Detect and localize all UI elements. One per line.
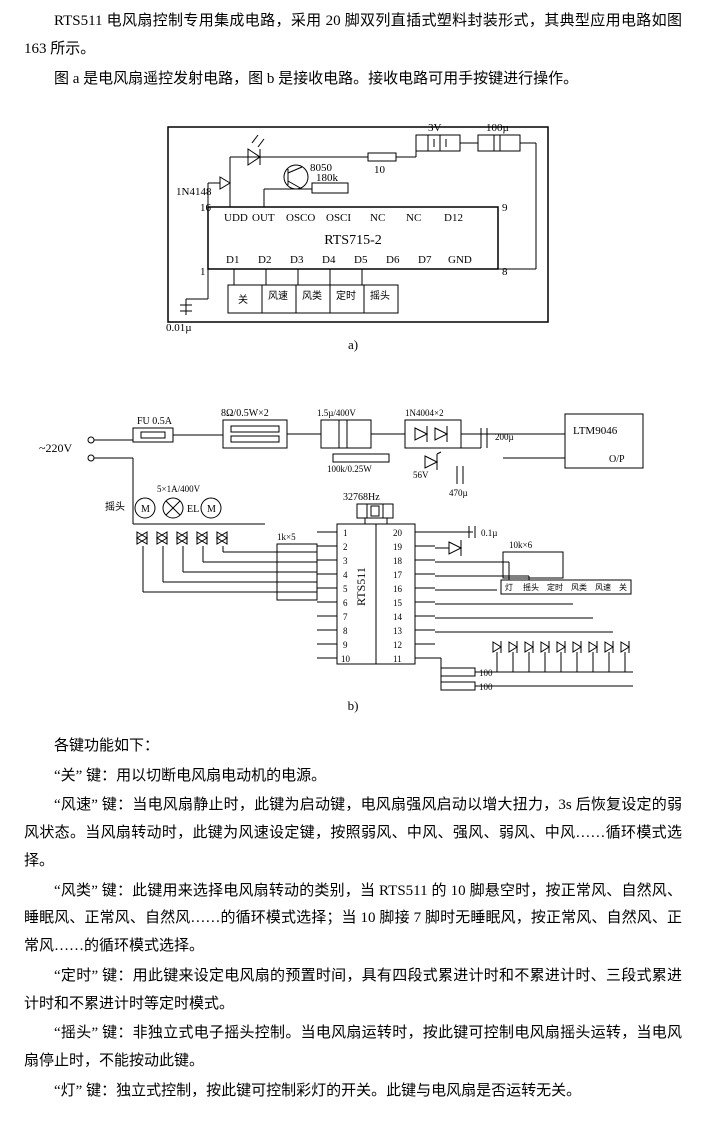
fig-b-key-2: 定时 bbox=[547, 582, 563, 592]
fig-a-pin-top-4: NC bbox=[370, 212, 385, 224]
fig-b-rpin-0: 20 bbox=[393, 528, 403, 538]
fig-b-56v-label: 56V bbox=[413, 470, 429, 480]
figure-a-svg: RTS715-2 UDD OUT OSCO OSCI NC NC D12 D1 … bbox=[138, 99, 568, 359]
fig-b-lpin-3: 4 bbox=[343, 570, 348, 580]
paragraph-key-yaotou: “摇头” 键：非独立式电子摇头控制。当电风扇运转时，按此键可控制电风扇摇头运转，… bbox=[24, 1020, 682, 1076]
fig-a-pin-bot-4: D5 bbox=[354, 254, 368, 266]
fig-b-yaotou-label: 摇头 bbox=[105, 500, 125, 513]
fig-b-ltm-label: LTM9046 bbox=[573, 425, 618, 437]
fig-b-lpin-7: 8 bbox=[343, 626, 348, 636]
svg-text:M: M bbox=[207, 504, 216, 515]
fig-a-caption: a) bbox=[348, 337, 358, 352]
fig-b-fuse-label: FU 0.5A bbox=[137, 416, 173, 427]
fig-a-key-2: 风类 bbox=[302, 289, 322, 302]
fig-a-pin-top-2: OSCO bbox=[286, 212, 315, 224]
fig-a-180k-label: 180k bbox=[316, 172, 339, 184]
fig-a-3v-label: 3V bbox=[428, 122, 442, 134]
fig-b-chip-label: RTS511 bbox=[354, 567, 368, 606]
fig-a-pin-bot-2: D3 bbox=[290, 254, 304, 266]
fig-a-pin-top-3: OSCI bbox=[326, 212, 351, 224]
fig-b-key-1: 摇头 bbox=[523, 582, 539, 592]
fig-a-pin-bot-3: D4 bbox=[322, 254, 336, 266]
paragraph-key-dingshi: “定时” 键：用此键来设定电风扇的预置时间，具有四段式累进计时和不累进计时、三段… bbox=[24, 963, 682, 1019]
figure-b-svg: ~220V FU 0.5A 8Ω/0.5W×2 1.5µ/400V 1N4004… bbox=[33, 376, 673, 716]
fig-b-lpin-8: 9 bbox=[343, 640, 348, 650]
fig-a-key-0: 关 bbox=[238, 293, 248, 306]
fig-a-pin-top-5: NC bbox=[406, 212, 421, 224]
fig-a-001u-label: 0.01µ bbox=[166, 322, 192, 334]
fig-b-ac-label: ~220V bbox=[39, 441, 72, 455]
svg-text:M: M bbox=[141, 504, 150, 515]
fig-a-100u-label: 100µ bbox=[486, 122, 509, 134]
fig-a-key-4: 摇头 bbox=[370, 289, 390, 302]
fig-b-01u-label: 0.1µ bbox=[481, 528, 497, 538]
fig-b-c15u-label: 1.5µ/400V bbox=[317, 408, 356, 418]
fig-b-100b-label: 100 bbox=[479, 682, 493, 692]
fig-b-rpin-1: 19 bbox=[393, 542, 403, 552]
fig-b-lpin-1: 2 bbox=[343, 542, 348, 552]
fig-b-rpin-8: 12 bbox=[393, 640, 402, 650]
fig-a-pin-bot-6: D7 bbox=[418, 254, 432, 266]
fig-b-osc-label: 32768Hz bbox=[343, 492, 380, 503]
fig-a-pin-bot-5: D6 bbox=[386, 254, 400, 266]
fig-b-lpin-4: 5 bbox=[343, 584, 348, 594]
fig-b-lpin-2: 3 bbox=[343, 556, 348, 566]
fig-a-corner-1: 1 bbox=[200, 266, 206, 278]
fig-a-pin-top-6: D12 bbox=[444, 212, 463, 224]
fig-b-100a-label: 100 bbox=[479, 668, 493, 678]
fig-b-r80-label: 8Ω/0.5W×2 bbox=[221, 408, 269, 419]
fig-b-key-0: 灯 bbox=[505, 582, 513, 592]
fig-b-rpin-3: 17 bbox=[393, 570, 403, 580]
fig-b-key-4: 风速 bbox=[595, 583, 611, 592]
fig-b-rpin-9: 11 bbox=[393, 654, 402, 664]
paragraph-key-fengsu: “风速” 键：当电风扇静止时，此键为启动键，电风扇强风启动以增大扭力，3s 后恢… bbox=[24, 792, 682, 875]
fig-b-lpin-9: 10 bbox=[341, 654, 351, 664]
fig-b-ltm-op-label: O/P bbox=[609, 454, 625, 465]
fig-a-corner-16: 16 bbox=[200, 202, 212, 214]
fig-b-1k5-label: 1k×5 bbox=[277, 532, 296, 542]
figure-b-wrap: ~220V FU 0.5A 8Ω/0.5W×2 1.5µ/400V 1N4004… bbox=[24, 376, 682, 727]
fig-b-rpin-7: 13 bbox=[393, 626, 403, 636]
fig-b-100k-label: 100k/0.25W bbox=[327, 464, 372, 474]
fig-b-el-label: EL bbox=[187, 504, 199, 515]
paragraph-keys-heading: 各键功能如下： bbox=[24, 733, 682, 761]
figure-a-wrap: RTS715-2 UDD OUT OSCO OSCI NC NC D12 D1 … bbox=[24, 99, 682, 370]
fig-a-pin-bot-1: D2 bbox=[258, 254, 271, 266]
fig-b-triac-label: 5×1A/400V bbox=[157, 484, 201, 494]
fig-b-rpin-4: 16 bbox=[393, 584, 403, 594]
fig-a-pin-bot-7: GND bbox=[448, 254, 472, 266]
fig-a-corner-9: 9 bbox=[502, 202, 508, 214]
fig-b-key-5: 关 bbox=[619, 582, 627, 592]
fig-b-470u-label: 470µ bbox=[449, 488, 468, 498]
fig-a-10r-label: 10 bbox=[374, 164, 386, 176]
fig-a-key-1: 风速 bbox=[268, 290, 288, 302]
paragraph-key-deng: “灯” 键：独立式控制，按此键可控制彩灯的开关。此键与电风扇是否运转无关。 bbox=[24, 1078, 682, 1106]
fig-b-1n4004-label: 1N4004×2 bbox=[405, 408, 444, 418]
fig-b-lpin-6: 7 bbox=[343, 612, 348, 622]
fig-a-1n4148-label: 1N4148 bbox=[176, 186, 212, 198]
fig-a-pin-bot-0: D1 bbox=[226, 254, 239, 266]
fig-b-rpin-5: 15 bbox=[393, 598, 403, 608]
fig-a-key-3: 定时 bbox=[336, 289, 356, 302]
paragraph-key-guan: “关” 键：用以切断电风扇电动机的电源。 bbox=[24, 763, 682, 791]
fig-a-corner-8: 8 bbox=[502, 266, 508, 278]
fig-a-chip-label: RTS715-2 bbox=[324, 233, 382, 248]
fig-b-rpin-2: 18 bbox=[393, 556, 403, 566]
paragraph-intro-2: 图 a 是电风扇遥控发射电路，图 b 是接收电路。接收电路可用手按键进行操作。 bbox=[24, 66, 682, 94]
fig-b-10k6-label: 10k×6 bbox=[509, 540, 533, 550]
fig-b-lpin-5: 6 bbox=[343, 598, 348, 608]
fig-a-pin-top-0: UDD bbox=[224, 212, 248, 224]
paragraph-intro-1: RTS511 电风扇控制专用集成电路，采用 20 脚双列直插式塑料封装形式，其典… bbox=[24, 8, 682, 64]
fig-b-lpin-0: 1 bbox=[343, 528, 348, 538]
fig-b-caption: b) bbox=[348, 698, 359, 713]
fig-b-rpin-6: 14 bbox=[393, 612, 403, 622]
fig-b-key-3: 风类 bbox=[571, 582, 587, 592]
fig-a-pin-top-1: OUT bbox=[252, 212, 275, 224]
paragraph-key-fenglei: “风类” 键：此键用来选择电风扇转动的类别，当 RTS511 的 10 脚悬空时… bbox=[24, 878, 682, 961]
